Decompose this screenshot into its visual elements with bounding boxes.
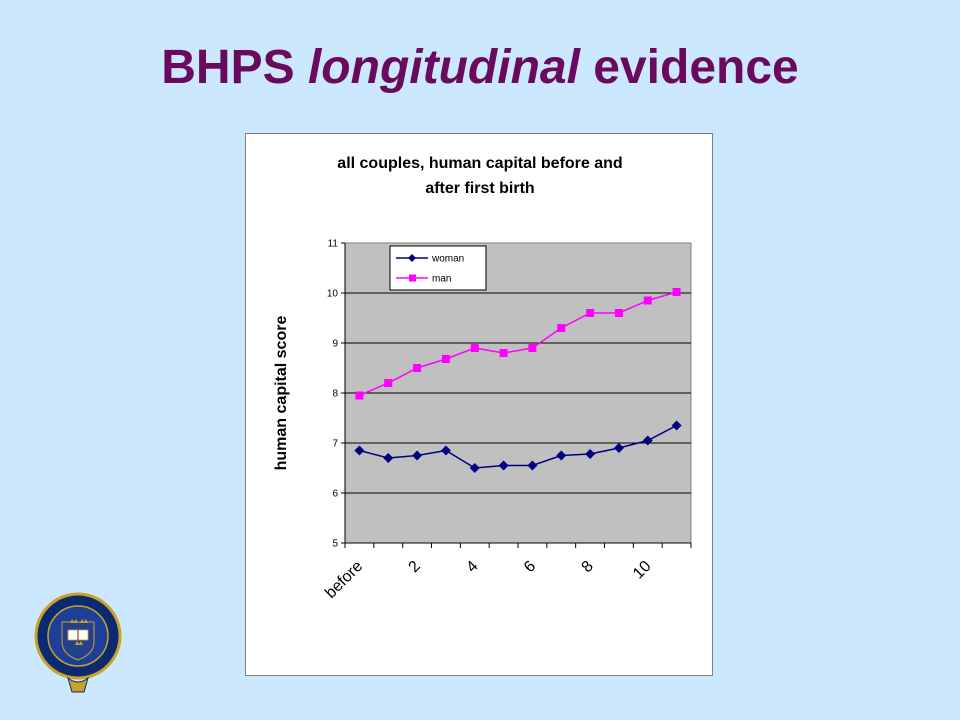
series-layer	[354, 288, 682, 473]
legend-label-woman: woman	[431, 254, 464, 265]
series-line-woman	[359, 424, 677, 469]
data-point-man	[528, 344, 537, 352]
y-axis-label: human capital score	[273, 316, 290, 471]
y-tick-label: 8	[332, 389, 338, 400]
data-point-man	[672, 288, 681, 296]
data-point-woman	[671, 420, 682, 431]
data-point-man	[441, 355, 450, 363]
y-tick-label: 11	[328, 239, 339, 250]
chart-title-line1: all couples, human capital before and	[337, 155, 622, 172]
x-tick-label: 6	[521, 558, 539, 576]
data-point-man	[499, 349, 508, 357]
data-point-man	[470, 344, 479, 352]
data-point-woman	[642, 435, 653, 446]
legend-label-man: man	[432, 274, 451, 285]
x-tick-label: 8	[579, 558, 597, 576]
chart-frame: all couples, human capital before and af…	[245, 133, 713, 676]
data-point-man	[586, 309, 595, 317]
y-tick-label: 9	[332, 339, 338, 350]
chart-title-line2: after first birth	[425, 180, 534, 197]
legend-box	[389, 245, 487, 291]
data-point-woman	[613, 443, 624, 453]
data-point-woman	[527, 460, 538, 471]
slide-title: BHPS longitudinal evidence	[0, 38, 960, 98]
legend-marker-man	[409, 274, 416, 282]
y-tick-label: 7	[332, 439, 338, 450]
y-tick-label: 10	[327, 289, 339, 300]
data-point-woman	[585, 449, 596, 459]
data-point-woman	[412, 450, 423, 461]
title-end-text: evidence	[593, 41, 799, 94]
line-chart: all couples, human capital before and af…	[273, 155, 692, 602]
y-tick-label: 5	[332, 539, 338, 550]
title-italic-text: longitudinal	[307, 41, 580, 94]
x-tick-label: before	[322, 558, 366, 602]
legend-marker-woman	[408, 254, 416, 262]
grid-lines	[345, 292, 691, 494]
data-point-man	[557, 324, 566, 332]
data-point-woman	[354, 445, 365, 456]
data-point-woman	[440, 445, 451, 456]
oxford-crest-logo	[32, 590, 128, 705]
data-point-woman	[469, 463, 480, 473]
x-tick-label: 10	[630, 558, 655, 583]
data-point-man	[413, 364, 422, 372]
title-text: BHPS	[161, 41, 295, 94]
data-point-man	[643, 296, 652, 305]
data-point-woman	[383, 453, 394, 463]
y-tick-label: 6	[332, 489, 338, 500]
data-point-woman	[556, 450, 567, 461]
data-point-man	[614, 309, 623, 317]
data-point-woman	[498, 460, 509, 471]
series-line-man	[359, 291, 677, 397]
data-point-man	[355, 391, 364, 400]
x-tick-label: 2	[406, 558, 424, 576]
legend: woman man	[389, 245, 487, 291]
x-tick-label: 4	[463, 558, 481, 576]
data-point-man	[384, 379, 393, 387]
